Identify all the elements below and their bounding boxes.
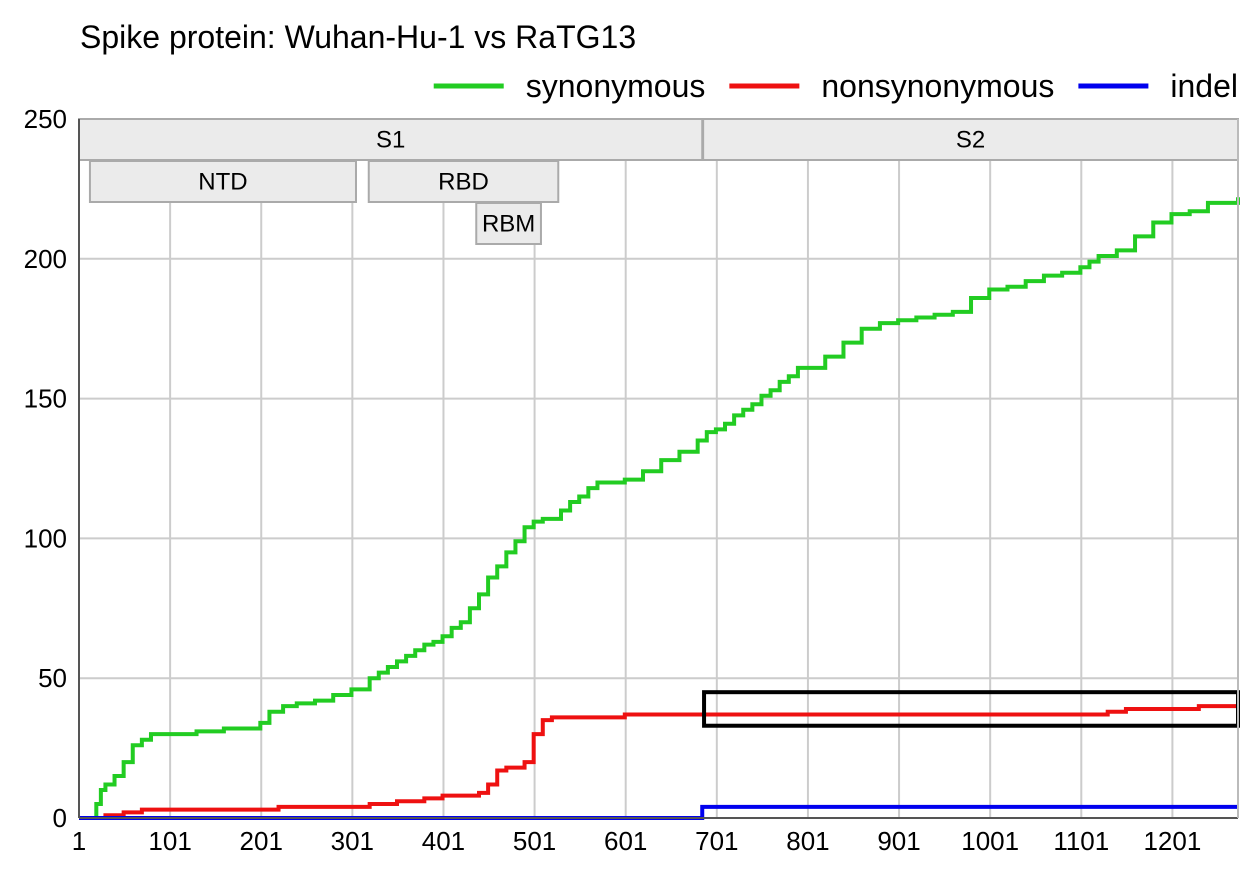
- y-tick-label: 200: [24, 244, 67, 274]
- x-tick-label: 501: [513, 826, 556, 856]
- domain-box: [367, 160, 560, 203]
- x-tick-label: 201: [240, 826, 283, 856]
- x-axis-ticks: 1 101 201 301 401 501 601 701 801 901 1001 1101 1201: [72, 826, 1202, 856]
- x-tick-label: 101: [148, 826, 191, 856]
- x-tick-label: 701: [695, 826, 738, 856]
- y-tick-label: 0: [53, 803, 67, 833]
- legend-label-synonymous: synonymous: [526, 68, 706, 104]
- y-tick-label: 100: [24, 523, 67, 553]
- domain-label: RBM: [482, 211, 535, 238]
- x-tick-label: 301: [331, 826, 374, 856]
- chart-title: Spike protein: Wuhan-Hu-1 vs RaTG13: [80, 19, 636, 55]
- legend: indel nonsynonymous synonymous: [433, 68, 1238, 104]
- domain-box: [702, 118, 1239, 161]
- domain-label: S2: [956, 127, 985, 154]
- x-tick-label: 901: [877, 826, 920, 856]
- domain-box: [88, 160, 357, 203]
- x-tick-label: 1: [72, 826, 86, 856]
- x-tick-label: 1101: [1053, 826, 1109, 856]
- x-tick-label: 401: [422, 826, 465, 856]
- series-line-nonsynonymous: [79, 704, 1238, 820]
- domain-label: NTD: [198, 169, 247, 196]
- domain-label: RBD: [438, 169, 489, 196]
- x-tick-label: 601: [604, 826, 647, 856]
- y-axis-ticks: 0 50 100 150 200 250: [24, 104, 67, 833]
- axes: [78, 119, 1239, 819]
- domain-annotations: S1 S2 NTD RBD RBM: [78, 118, 1239, 245]
- y-tick-label: 50: [38, 663, 67, 693]
- x-tick-label: 801: [786, 826, 829, 856]
- domain-label: S1: [376, 127, 405, 154]
- x-tick-label: 1201: [1143, 826, 1201, 856]
- y-tick-label: 150: [24, 384, 67, 414]
- legend-label-indel: indel: [1170, 68, 1238, 104]
- x-tick-label: 1001: [961, 826, 1019, 856]
- domain-box: [475, 202, 542, 245]
- y-tick-label: 250: [24, 104, 67, 134]
- legend-label-nonsynonymous: nonsynonymous: [821, 68, 1054, 104]
- series-line-synonymous: [79, 197, 1240, 820]
